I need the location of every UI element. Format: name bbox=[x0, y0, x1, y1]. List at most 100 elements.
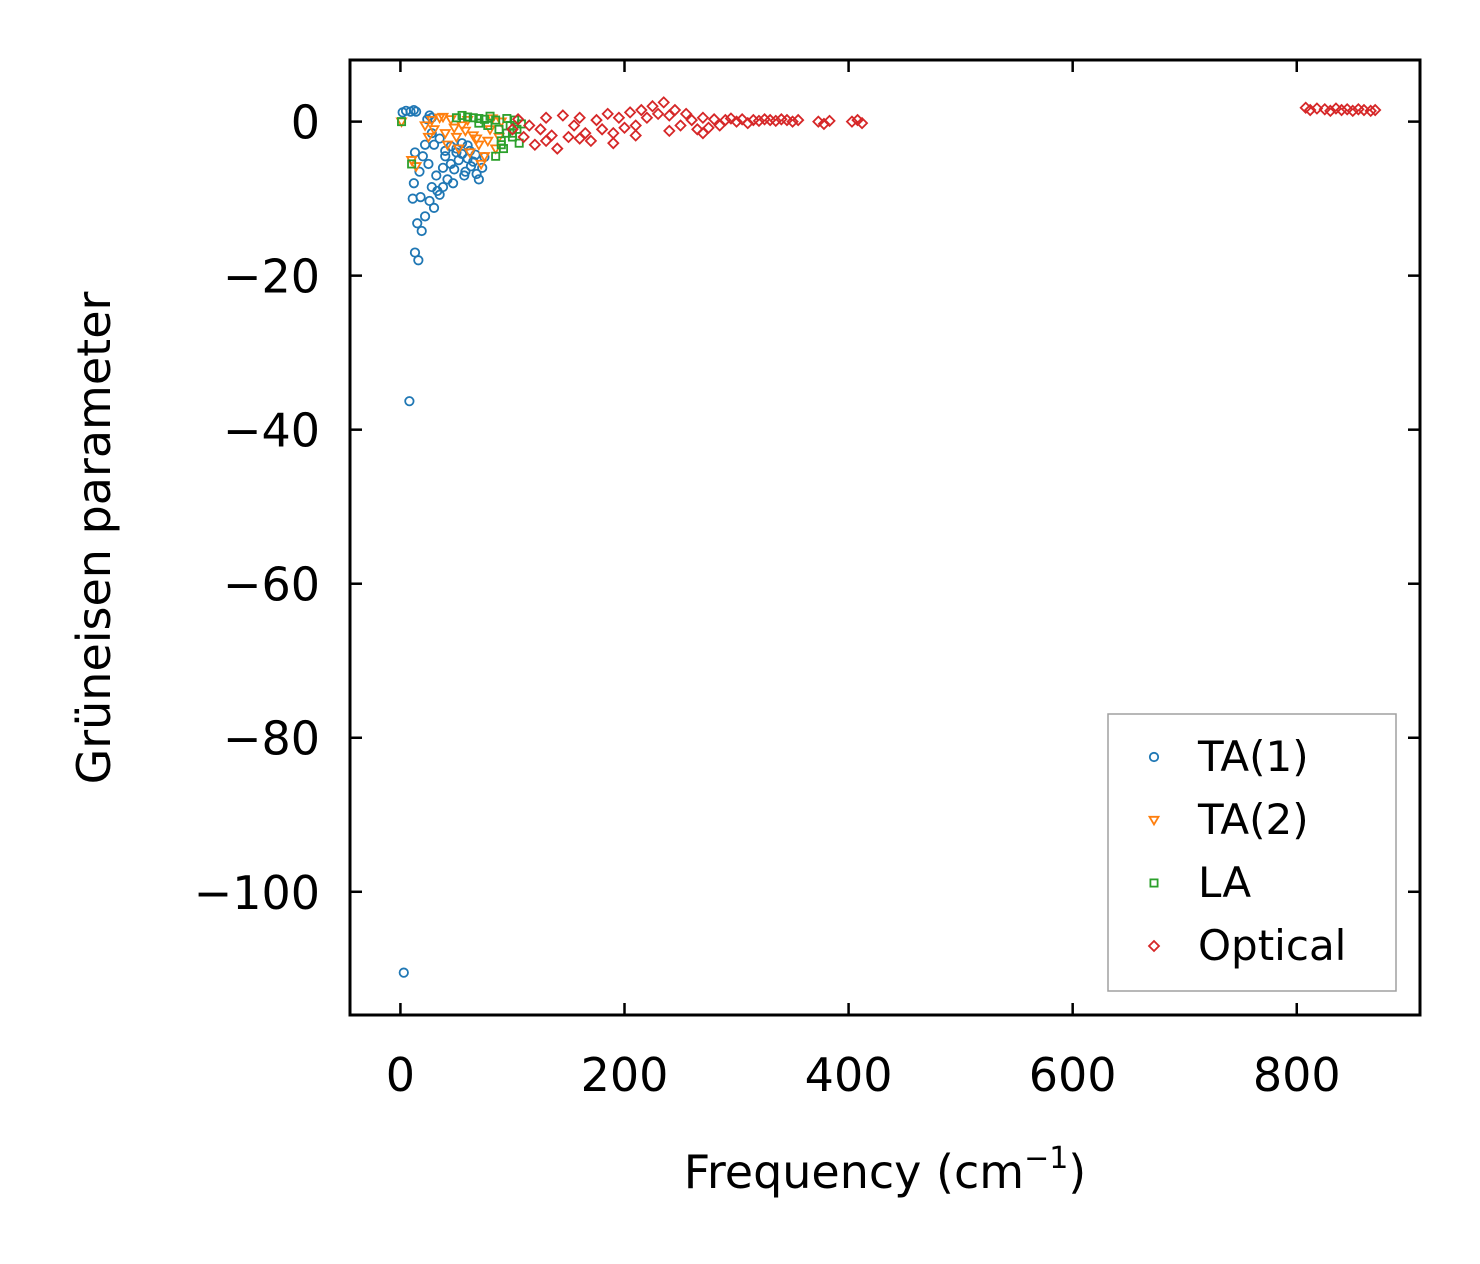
data-point bbox=[1303, 103, 1317, 117]
data-point bbox=[691, 123, 704, 136]
data-point bbox=[629, 129, 642, 142]
data-point bbox=[473, 174, 484, 185]
data-point bbox=[752, 114, 766, 128]
data-point bbox=[415, 191, 426, 203]
data-point bbox=[685, 113, 699, 127]
data-point bbox=[1346, 104, 1360, 118]
data-point bbox=[514, 138, 524, 148]
data-point bbox=[397, 117, 407, 127]
data-point bbox=[511, 113, 525, 126]
data-point bbox=[459, 170, 470, 181]
legend-marker-ta1 bbox=[1148, 751, 1160, 763]
y-axis-title: Grüneisen parameter bbox=[67, 291, 121, 784]
data-point bbox=[439, 129, 452, 140]
data-point bbox=[418, 121, 432, 132]
data-point bbox=[483, 125, 497, 136]
data-point bbox=[451, 113, 461, 123]
data-point bbox=[567, 119, 581, 132]
data-point bbox=[696, 111, 710, 125]
data-point bbox=[450, 132, 463, 144]
data-point bbox=[1324, 104, 1337, 118]
data-point bbox=[724, 112, 738, 125]
axis-ticks: 0 200 400 600 800 0 −20 −40 −60 −80 −100 bbox=[194, 60, 1420, 1102]
data-point bbox=[674, 119, 687, 132]
plot-frame bbox=[348, 58, 1422, 1017]
data-point bbox=[489, 144, 502, 155]
data-point bbox=[463, 112, 473, 122]
y-tick-label: −40 bbox=[223, 404, 320, 458]
data-point bbox=[411, 106, 422, 117]
data-point bbox=[1368, 103, 1382, 117]
data-point bbox=[477, 162, 488, 173]
data-point bbox=[635, 103, 648, 117]
data-point bbox=[434, 133, 445, 144]
legend-label-ta1: TA(1) bbox=[1197, 732, 1309, 781]
data-point bbox=[595, 123, 609, 136]
data-point bbox=[496, 140, 506, 150]
data-point bbox=[483, 120, 493, 130]
legend-marker-la bbox=[1149, 878, 1159, 888]
data-point bbox=[551, 142, 564, 155]
data-point bbox=[437, 162, 449, 173]
data-point bbox=[425, 115, 438, 127]
data-point bbox=[786, 115, 799, 128]
data-point bbox=[607, 136, 620, 150]
data-point bbox=[539, 134, 553, 148]
data-point bbox=[452, 144, 465, 155]
legend: TA(1) TA(2) LA Optical bbox=[1107, 713, 1397, 992]
data-point bbox=[719, 113, 732, 127]
data-point bbox=[651, 107, 665, 121]
data-point bbox=[573, 132, 586, 145]
legend-label-la: LA bbox=[1198, 858, 1251, 907]
y-tick-label: 0 bbox=[291, 96, 320, 150]
data-point bbox=[436, 112, 450, 124]
y-tick-label: −60 bbox=[223, 558, 320, 612]
data-point bbox=[412, 218, 423, 229]
data-point bbox=[562, 130, 575, 144]
data-point bbox=[440, 151, 451, 162]
data-point bbox=[556, 109, 570, 122]
legend-marker-ta2 bbox=[1147, 815, 1161, 827]
data-point bbox=[539, 111, 553, 125]
data-points bbox=[395, 96, 1382, 978]
data-point bbox=[657, 96, 670, 109]
data-point bbox=[707, 113, 721, 126]
data-point bbox=[646, 99, 659, 113]
data-point bbox=[455, 121, 469, 132]
data-point bbox=[428, 202, 440, 213]
data-point bbox=[408, 178, 419, 189]
data-point bbox=[422, 132, 435, 144]
legend-marker-optical bbox=[1147, 939, 1161, 953]
data-point bbox=[463, 148, 476, 159]
y-tick-label: −100 bbox=[194, 866, 320, 920]
data-point bbox=[618, 121, 631, 135]
data-point bbox=[478, 152, 491, 163]
data-point bbox=[623, 106, 637, 119]
data-point bbox=[449, 164, 460, 175]
data-point bbox=[474, 114, 484, 124]
series-optical bbox=[506, 96, 1382, 155]
data-point bbox=[413, 255, 424, 266]
data-point bbox=[507, 128, 517, 138]
data-point bbox=[534, 123, 547, 136]
x-tick-label: 200 bbox=[581, 1048, 669, 1102]
data-point bbox=[663, 124, 676, 138]
data-point bbox=[502, 114, 512, 124]
x-axis-title-end: ) bbox=[1068, 1145, 1086, 1199]
data-point bbox=[823, 114, 836, 128]
y-tick-label: −20 bbox=[223, 250, 320, 304]
data-point bbox=[1364, 104, 1377, 118]
data-point bbox=[441, 140, 454, 152]
data-point bbox=[423, 158, 434, 170]
data-point bbox=[679, 107, 693, 121]
data-point bbox=[640, 111, 654, 125]
series-ta2 bbox=[395, 112, 508, 173]
data-point bbox=[1335, 103, 1348, 117]
data-point bbox=[573, 111, 586, 125]
data-point bbox=[475, 159, 488, 171]
data-point bbox=[431, 170, 442, 181]
data-point bbox=[428, 139, 440, 150]
data-point bbox=[506, 123, 519, 136]
data-point bbox=[696, 126, 710, 140]
